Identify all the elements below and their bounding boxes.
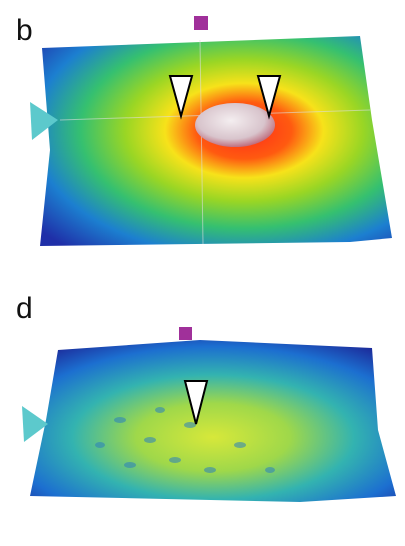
marker-square [179,327,192,340]
dome [195,103,275,147]
panel-d: d [16,292,396,502]
surface [30,340,396,502]
panel-label: d [16,292,33,325]
marker-square [194,16,208,30]
panel-label: b [16,14,33,47]
figure: b d [0,0,405,546]
panel-b: b [16,14,392,246]
